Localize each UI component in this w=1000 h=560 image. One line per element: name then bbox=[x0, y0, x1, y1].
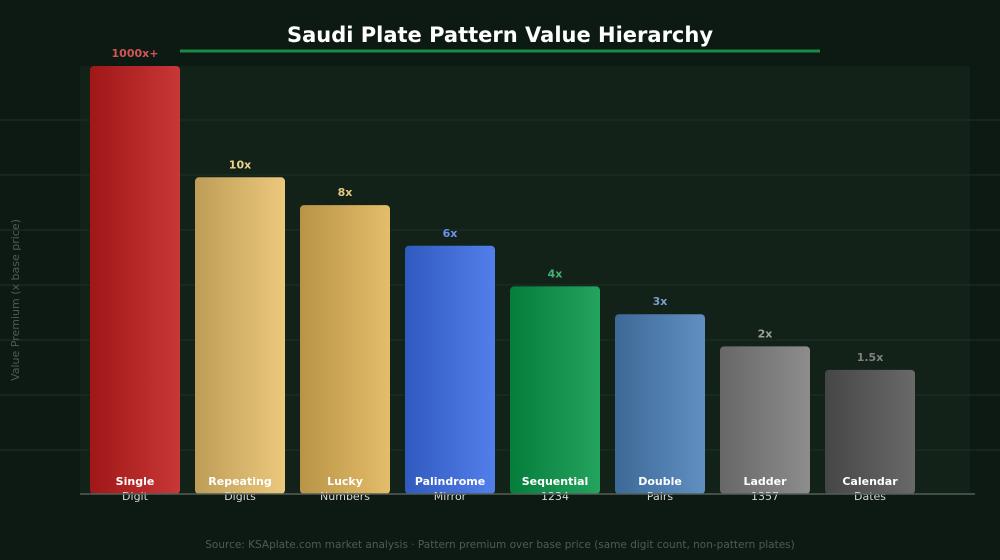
bar bbox=[90, 66, 180, 494]
bar bbox=[195, 177, 285, 494]
bar-group: 1.5x Calendar Dates bbox=[825, 351, 915, 503]
source-note: Source: KSAplate.com market analysis · P… bbox=[205, 539, 795, 551]
bar-value-label: 1000x+ bbox=[112, 47, 159, 60]
bar-group: 1000x+ Single Digit bbox=[90, 47, 180, 503]
bar-group: 3x Double Pairs bbox=[615, 295, 705, 503]
bar-value-label: 3x bbox=[653, 295, 668, 308]
chart-title: Saudi Plate Pattern Value Hierarchy bbox=[287, 23, 713, 47]
bar-group: 10x Repeating Digits bbox=[195, 158, 285, 503]
bar bbox=[510, 286, 600, 494]
bar-category-label: Sequential bbox=[522, 475, 589, 488]
bar-value-label: 6x bbox=[443, 227, 458, 240]
bar-category-sublabel: Digits bbox=[224, 490, 256, 503]
bar-value-label: 4x bbox=[548, 267, 563, 280]
bar-value-label: 8x bbox=[338, 186, 353, 199]
bar-category-sublabel: Digit bbox=[122, 490, 149, 503]
bar bbox=[615, 314, 705, 494]
bar-category-sublabel: 1357 bbox=[751, 490, 779, 503]
bar-group: 2x Ladder 1357 bbox=[720, 327, 810, 503]
bar-category-sublabel: Dates bbox=[854, 490, 886, 503]
bar-value-label: 1.5x bbox=[857, 351, 884, 364]
bar-category-label: Single bbox=[116, 475, 155, 488]
bar bbox=[405, 245, 495, 494]
bar-group: 8x Lucky Numbers bbox=[300, 186, 390, 503]
bar-category-label: Repeating bbox=[208, 475, 271, 488]
bar-category-sublabel: Pairs bbox=[647, 490, 673, 503]
bars: 1000x+ Single Digit 10x Repeating Digits 8x Luc… bbox=[90, 47, 915, 503]
bar-category-label: Lucky bbox=[327, 475, 363, 488]
bar-category-label: Double bbox=[638, 475, 682, 488]
bar-group: 6x Palindrome Mirror bbox=[405, 227, 495, 503]
bar-category-label: Palindrome bbox=[415, 475, 485, 488]
bar-category-label: Calendar bbox=[842, 475, 898, 488]
bar bbox=[720, 346, 810, 494]
bar-category-sublabel: 1234 bbox=[541, 490, 569, 503]
bar-value-label: 10x bbox=[229, 158, 251, 171]
bar-category-label: Ladder bbox=[743, 475, 787, 488]
bar-group: 4x Sequential 1234 bbox=[510, 267, 600, 503]
bar bbox=[300, 205, 390, 494]
y-axis-label: Value Premium (x base price) bbox=[9, 219, 22, 381]
bar-category-sublabel: Mirror bbox=[434, 490, 467, 503]
bar-category-sublabel: Numbers bbox=[320, 490, 370, 503]
bar bbox=[825, 369, 915, 494]
bar-value-label: 2x bbox=[758, 327, 773, 340]
